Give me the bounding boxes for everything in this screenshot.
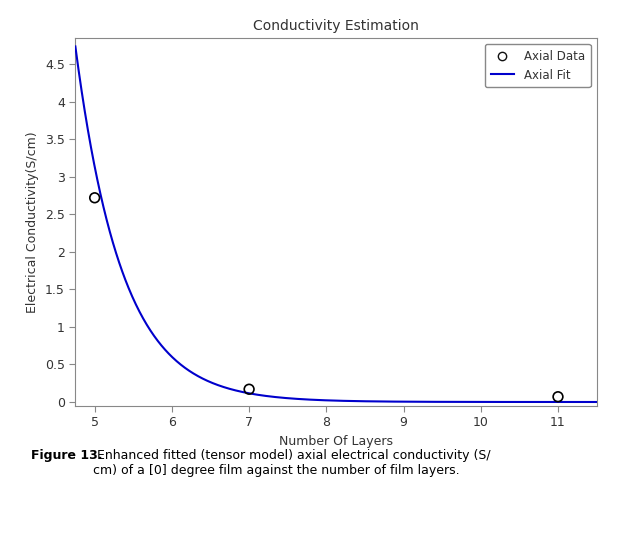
Text: Enhanced fitted (tensor model) axial electrical conductivity (S/
cm) of a [0] de: Enhanced fitted (tensor model) axial ele… [93, 449, 490, 477]
Axial Fit [487, 399, 495, 405]
Axial Data [244, 385, 254, 393]
Axial Data [553, 392, 563, 401]
X-axis label: Number Of Layers: Number Of Layers [279, 435, 393, 448]
Axial Fit [301, 396, 309, 403]
Legend: Axial Data, Axial Fit: Axial Data, Axial Fit [485, 44, 591, 88]
Axial Fit [478, 399, 485, 405]
Line: Axial Fit: Axial Fit [75, 47, 597, 402]
Text: Figure 13.: Figure 13. [31, 449, 103, 462]
Axial Fit [283, 395, 290, 401]
Axial Fit [593, 399, 600, 405]
Axial Fit [72, 43, 79, 50]
Title: Conductivity Estimation: Conductivity Estimation [253, 18, 419, 32]
Y-axis label: Electrical Conductivity(S/cm): Electrical Conductivity(S/cm) [26, 131, 40, 313]
Axial Fit [125, 285, 133, 291]
Axial Data [90, 194, 100, 202]
Axial Fit [430, 399, 437, 405]
